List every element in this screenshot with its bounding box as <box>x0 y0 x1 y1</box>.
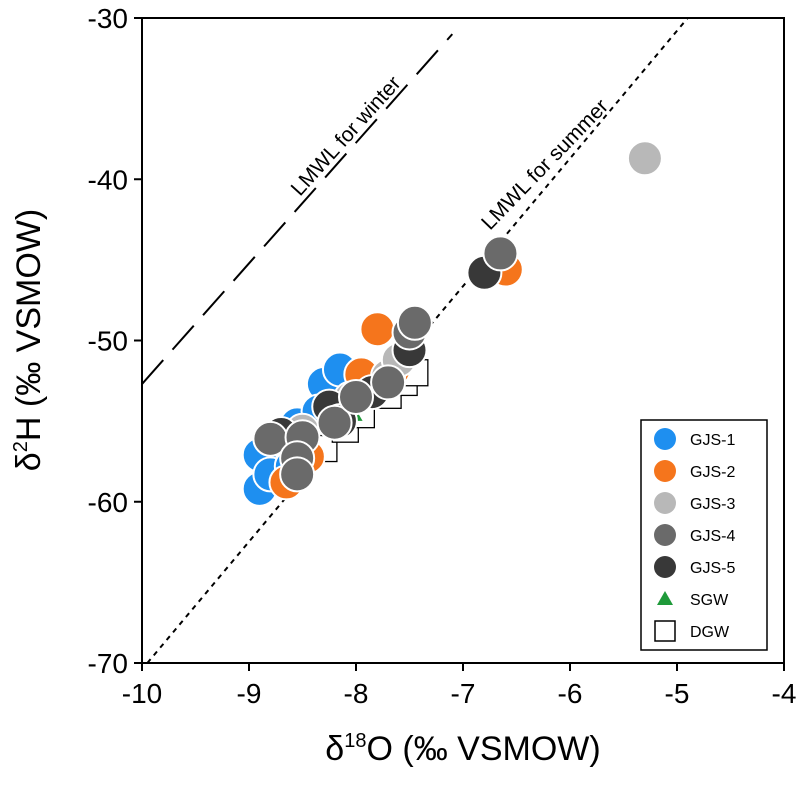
data-point <box>626 140 663 177</box>
legend-box <box>640 419 768 651</box>
data-point <box>482 235 519 272</box>
legend-marker <box>654 460 676 482</box>
y-axis-label: δ2H (‰ VSMOW) <box>10 209 48 471</box>
legend-item: DGW <box>654 620 730 642</box>
y-tick-label: -70 <box>88 648 128 679</box>
legend-item: GJS-5 <box>654 556 735 578</box>
y-tick-label: -60 <box>88 487 128 518</box>
legend: GJS-1 GJS-2 GJS-3 GJS-4 GJS-5 SGW DGW <box>640 419 768 651</box>
lmwl-summer-label: LMWL for summer <box>477 95 613 235</box>
x-tick-label: -9 <box>237 678 262 709</box>
legend-item: GJS-4 <box>654 524 735 546</box>
legend-marker <box>654 524 676 546</box>
x-tick-label: -6 <box>558 678 583 709</box>
x-tick-label: -10 <box>122 678 162 709</box>
legend-marker <box>654 556 676 578</box>
x-tick-label: -8 <box>344 678 369 709</box>
data-point <box>279 456 316 493</box>
x-axis: -10 -9 -8 -7 -6 -5 -4 <box>122 663 797 709</box>
legend-label: DGW <box>690 624 730 641</box>
y-axis: -70 -60 -50 -40 -30 <box>88 3 142 679</box>
data-point <box>396 304 433 341</box>
data-point <box>370 364 407 401</box>
y-tick-label: -30 <box>88 3 128 34</box>
legend-label: GJS-3 <box>690 496 735 513</box>
series-gjs-4 <box>252 235 519 493</box>
legend-marker <box>657 591 673 605</box>
legend-item: SGW <box>657 591 729 609</box>
legend-item: GJS-2 <box>654 460 735 482</box>
lmwl-winter-label: LMWL for winter <box>287 72 406 200</box>
legend-item: GJS-1 <box>654 428 735 450</box>
y-tick-label: -40 <box>88 164 128 195</box>
x-tick-label: -7 <box>451 678 476 709</box>
legend-label: GJS-2 <box>690 464 735 481</box>
y-tick-label: -50 <box>88 326 128 357</box>
data-point <box>338 378 374 415</box>
legend-marker <box>654 620 676 642</box>
data-point <box>316 404 353 441</box>
legend-label: SGW <box>690 592 729 609</box>
x-tick-label: -4 <box>772 678 797 709</box>
data-series <box>241 140 663 507</box>
x-tick-label: -5 <box>665 678 690 709</box>
legend-label: GJS-5 <box>690 560 735 577</box>
legend-label: GJS-1 <box>690 432 735 449</box>
x-axis-label: δ18O (‰ VSMOW) <box>325 730 600 768</box>
legend-label: GJS-4 <box>690 528 735 545</box>
lmwl-line <box>142 33 454 385</box>
legend-marker <box>654 428 676 450</box>
legend-item: GJS-3 <box>654 492 735 514</box>
data-point <box>359 311 396 348</box>
legend-marker <box>654 492 676 514</box>
